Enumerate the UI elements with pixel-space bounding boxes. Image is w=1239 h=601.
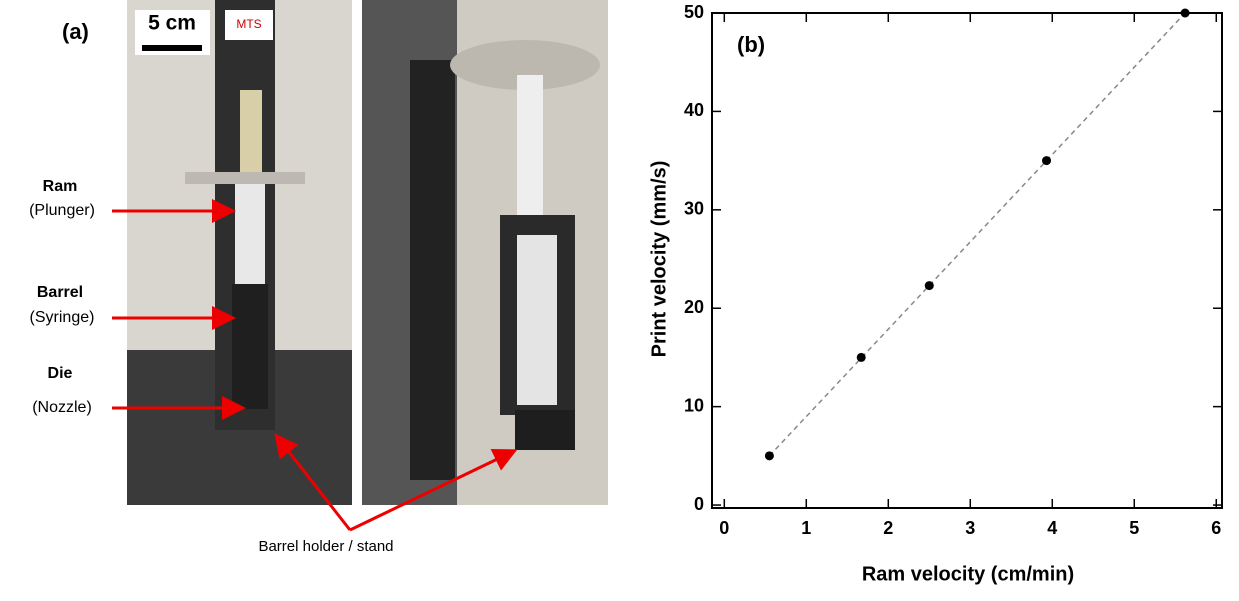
point <box>924 281 934 291</box>
y-tick-label: 50 <box>684 2 704 22</box>
point <box>1180 8 1190 18</box>
panel-label: (a) <box>62 19 89 44</box>
scale-bar-label: 5 cm <box>148 12 196 35</box>
y-tick-label: 20 <box>684 297 704 317</box>
point <box>764 451 774 461</box>
part-name: Barrel <box>37 284 83 301</box>
photo-left <box>127 0 352 505</box>
brand-label: MTS <box>236 17 261 31</box>
part-name: Ram <box>43 178 78 195</box>
y-tick-label: 0 <box>694 494 704 514</box>
x-tick-label: 6 <box>1211 518 1221 538</box>
x-axis-label: Ram velocity (cm/min) <box>862 563 1074 585</box>
point <box>856 352 866 362</box>
y-axis-label: Print velocity (mm/s) <box>648 161 670 358</box>
holder-label: Barrel holder / stand <box>258 538 393 555</box>
x-tick-label: 2 <box>883 518 893 538</box>
x-tick-label: 0 <box>719 518 729 538</box>
x-tick-label: 1 <box>801 518 811 538</box>
point <box>1042 156 1052 166</box>
x-tick-label: 4 <box>1047 518 1057 538</box>
y-tick-label: 30 <box>684 199 704 219</box>
panel-label: (b) <box>737 32 765 57</box>
x-tick-label: 5 <box>1129 518 1139 538</box>
part-detail: (Nozzle) <box>32 399 92 416</box>
y-tick-label: 40 <box>684 100 704 120</box>
photo-right <box>362 0 608 505</box>
part-name: Die <box>48 365 73 382</box>
part-detail: (Syringe) <box>30 309 95 326</box>
part-detail: (Plunger) <box>29 202 95 219</box>
x-tick-label: 3 <box>965 518 975 538</box>
plot-frame <box>711 12 1223 509</box>
arrows <box>112 199 518 532</box>
fit-line <box>768 12 1186 457</box>
y-tick-label: 10 <box>684 395 704 415</box>
